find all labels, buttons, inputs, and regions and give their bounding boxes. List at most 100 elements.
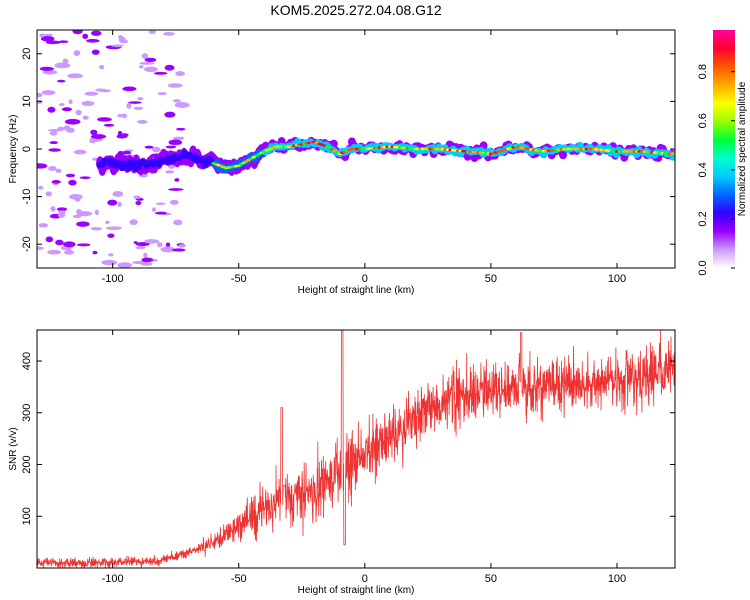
spectrogram-noise-cell (105, 220, 110, 224)
spectrogram-noise-cell (97, 117, 112, 122)
spectrogram-noise-cell (173, 219, 183, 226)
spectrogram-y-tick-label: 20 (21, 48, 33, 60)
spectrogram-noise-cell (122, 86, 137, 92)
spectrogram-noise-cell (37, 163, 48, 169)
spectrogram-noise-cell (168, 164, 176, 169)
spectrogram-noise-cell (55, 239, 64, 246)
spectrogram-noise-cell (138, 65, 144, 69)
spectrogram-noise-cell (164, 64, 175, 71)
spectrogram-noise-cell (57, 212, 66, 218)
spectrogram-noise-cell (107, 233, 115, 238)
spectrogram-x-ticks: -100 -50 0 50 100 (102, 30, 626, 285)
spectrogram-noise-cell (144, 57, 157, 62)
spectrogram-noise-cell (141, 53, 149, 59)
spectrogram-noise-cell (64, 118, 81, 125)
spectrogram-noise-cell (82, 115, 89, 120)
spectrogram-noise-cell (135, 200, 142, 206)
spectrogram-noise-cell (156, 242, 163, 248)
spectrogram-y-tick-label: -10 (21, 189, 33, 205)
spectrogram-noise-cell (165, 170, 175, 174)
spectrogram-noise-cell (99, 65, 105, 70)
spectrogram-noise-cell (54, 62, 71, 69)
spectrogram-noise-cell (118, 35, 124, 39)
spectrogram-noise-cell (174, 178, 180, 182)
spectrogram-noise-cell (68, 179, 77, 186)
colorbar-gradient (713, 30, 735, 268)
spectrogram-noise-cell (165, 145, 177, 149)
spectrogram-noise-cell (117, 113, 124, 118)
spectrogram-noise-cell (74, 196, 81, 202)
snr-frame (36, 329, 676, 569)
spectrogram-ridge-core (672, 152, 675, 156)
spectrogram-noise-cell (133, 195, 141, 200)
spectrogram-noise-cell (81, 100, 95, 107)
spectrogram-noise-cell (38, 185, 44, 190)
spectrogram-x-tick-label: -100 (102, 273, 124, 285)
snr-series-line (37, 330, 675, 568)
spectrogram-noise-cell (73, 149, 87, 155)
spectrogram-noise-cell (137, 97, 144, 101)
snr-y-label: SNR (v/v) (8, 427, 19, 470)
spectrogram-noise-cell (139, 62, 155, 65)
spectrogram-noise-cell (117, 262, 133, 268)
snr-x-ticks: -100 -50 0 50 100 (102, 330, 626, 585)
spectrogram-noise-cell (76, 221, 90, 227)
spectrogram-noise-cell (76, 243, 91, 247)
spectrogram-noise-cell (143, 66, 158, 72)
spectrogram-marks (37, 30, 675, 268)
spectrogram-noise-cell (44, 33, 53, 37)
spectrogram-noise-cell (45, 191, 53, 197)
spectrogram-noise-cell (39, 33, 46, 38)
snr-y-tick-label: 200 (21, 455, 33, 473)
spectrogram-noise-cell (48, 148, 61, 152)
spectrogram-noise-cell (153, 71, 168, 75)
spectrogram-noise-cell (76, 208, 82, 215)
spectrogram-x-tick-label: 50 (485, 273, 497, 285)
spectrogram-noise-cell (49, 131, 58, 136)
spectrogram-noise-cell (164, 111, 176, 118)
spectrogram-ridge-cell (612, 151, 620, 159)
colorbar: 0.0 0.2 0.4 0.6 0.8 Normalized spectral ampl… (697, 30, 748, 276)
spectrogram-noise-cell (117, 201, 122, 207)
spectrogram-noise-cell (45, 40, 61, 45)
spectrogram-noise-cell (101, 259, 118, 266)
spectrogram-noise-cell (51, 180, 61, 184)
spectrogram-noise-cell (49, 141, 59, 145)
colorbar-tick-label: 0.8 (697, 64, 709, 79)
spectrogram-noise-cell (140, 261, 153, 266)
snr-x-tick-label: 0 (362, 573, 368, 585)
spectrogram-noise-cell (50, 206, 56, 212)
spectrogram-noise-cell (144, 239, 160, 244)
spectrogram-noise-cell (37, 246, 44, 250)
snr-x-tick-label: 50 (485, 573, 497, 585)
spectrogram-noise-cell (141, 257, 154, 263)
spectrogram-ridge-cell (130, 159, 138, 166)
spectrogram-noise-cell (168, 188, 184, 191)
spectrogram-ridge-cell (540, 151, 548, 159)
spectrogram-noise-cell (157, 92, 167, 96)
spectrogram-noise-cell (126, 102, 132, 109)
spectrogram-noise-cell (39, 66, 54, 71)
spectrogram-noise-cell (42, 69, 58, 75)
colorbar-tick-label: 0.6 (697, 113, 709, 128)
spectrogram-noise-cell (148, 30, 157, 35)
spectrogram-noise-cell (41, 90, 56, 96)
snr-x-tick-label: -50 (231, 573, 247, 585)
colorbar-tick-label: 0.0 (697, 260, 709, 275)
spectrogram-y-tick-label: 0 (21, 146, 33, 152)
spectrogram-y-label: Frequency (Hz) (8, 115, 19, 184)
spectrogram-y-tick-label: -20 (21, 236, 33, 252)
spectrogram-noise-cell (106, 226, 123, 230)
spectrogram-noise-cell (86, 39, 100, 43)
spectrogram-noise-cell (72, 30, 83, 35)
spectrogram-noise-cell (84, 91, 99, 96)
spectrogram-noise-cell (56, 207, 68, 212)
spectrogram-noise-cell (91, 30, 102, 36)
spectrogram-noise-cell (111, 44, 124, 48)
colorbar-tick-label: 0.4 (697, 162, 709, 177)
spectrogram-noise-cell (135, 245, 146, 250)
spectrogram-noise-cell (55, 168, 62, 173)
spectrogram-noise-cell (151, 146, 161, 153)
spectrogram-noise-cell (120, 133, 129, 137)
